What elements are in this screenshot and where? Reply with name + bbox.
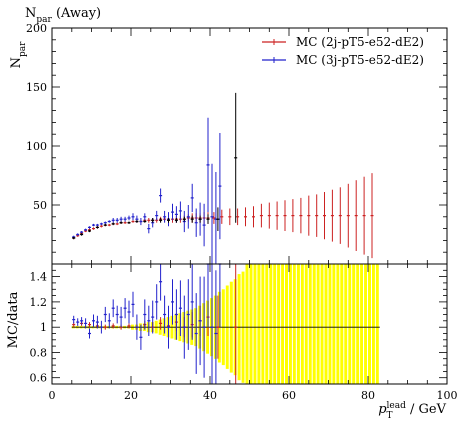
band-segment	[364, 264, 367, 384]
band-segment	[320, 264, 324, 384]
band-segment	[340, 264, 344, 384]
band-segment	[375, 264, 379, 384]
x-tick-label: 40	[203, 389, 217, 402]
band-segment	[289, 264, 292, 384]
ratio-ylabel: MC/data	[6, 291, 21, 348]
band-segment	[312, 264, 316, 384]
ratio-y-tick-label: 1.2	[30, 296, 48, 309]
legend-label-3j: MC (3j-pT5-e52-dE2)	[296, 53, 424, 67]
x-tick-label: 20	[124, 389, 138, 402]
ratio-y-tick-label: 1	[40, 321, 47, 334]
band-segment	[292, 264, 296, 384]
band-segment	[316, 264, 320, 384]
main-ylabel: Npar	[9, 41, 28, 69]
band-segment	[304, 264, 308, 384]
band-segment	[281, 264, 284, 384]
x-tick-label: 100	[437, 389, 458, 402]
band-segment	[257, 264, 261, 384]
band-segment	[296, 264, 300, 384]
band-segment	[269, 264, 273, 384]
band-segment	[348, 264, 352, 384]
band-segment	[308, 264, 312, 384]
band-segment	[356, 264, 360, 384]
ratio-uncertainty-band	[71, 264, 379, 384]
band-segment	[285, 264, 288, 384]
band-segment	[352, 264, 356, 384]
band-segment	[368, 264, 371, 384]
band-segment	[328, 264, 332, 384]
ratio-y-tick-label: 1.4	[30, 271, 48, 284]
main-y-tick-label: 100	[26, 140, 47, 153]
band-segment	[277, 264, 281, 384]
band-segment	[265, 264, 269, 384]
band-segment	[372, 264, 375, 384]
x-tick-label: 80	[361, 389, 375, 402]
ratio-y-tick-label: 0.8	[30, 346, 48, 359]
ratio-y-tick-label: 0.6	[30, 372, 48, 385]
band-segment	[344, 264, 348, 384]
ratio-axes: 0 20 40 60 80 100 0.6 0.8 1 1.2 1.4	[30, 263, 458, 402]
band-segment	[336, 264, 340, 384]
band-segment	[360, 264, 363, 384]
chart-title: Npar (Away)	[25, 6, 101, 25]
main-y-tick-label: 50	[33, 199, 47, 212]
band-segment	[324, 264, 328, 384]
legend: MC (2j-pT5-e52-dE2) MC (3j-pT5-e52-dE2)	[262, 35, 424, 67]
band-segment	[249, 264, 253, 384]
band-segment	[332, 264, 336, 384]
xlabel: pTlead / GeV	[378, 401, 446, 421]
band-segment	[261, 264, 265, 384]
band-segment	[273, 264, 277, 384]
x-tick-label: 0	[49, 389, 56, 402]
x-tick-label: 60	[282, 389, 296, 402]
band-segment	[300, 264, 304, 384]
main-y-tick-label: 150	[26, 81, 47, 94]
main-y-tick-label: 200	[26, 22, 47, 35]
band-segment	[253, 264, 257, 384]
band-segment	[245, 264, 249, 384]
main-plot-area	[72, 92, 374, 264]
legend-label-2j: MC (2j-pT5-e52-dE2)	[296, 35, 424, 49]
